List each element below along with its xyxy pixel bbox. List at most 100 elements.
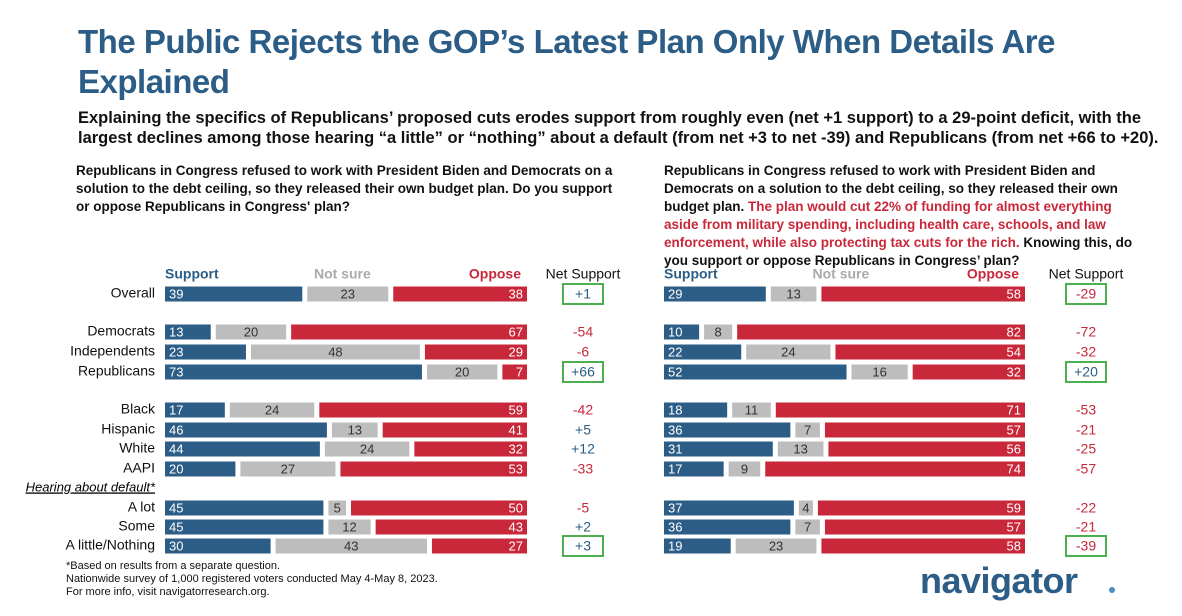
bar-segment [798, 500, 813, 516]
net-support: -39 [1076, 538, 1096, 554]
bar-segment [775, 402, 1025, 418]
category-label: Some [118, 518, 155, 534]
net-support: +1 [575, 286, 591, 302]
value-label: 52 [668, 364, 682, 379]
value-label: 54 [1007, 344, 1021, 359]
net-support: +20 [1074, 364, 1098, 380]
bar-segment [165, 538, 271, 554]
value-label: 24 [781, 344, 795, 359]
value-label: 48 [328, 344, 342, 359]
bar-segment [704, 324, 733, 340]
net-support: +3 [575, 538, 591, 554]
value-label: 58 [1007, 538, 1021, 553]
bar-segment [424, 344, 527, 360]
value-label: 46 [169, 422, 183, 437]
legend-label: Support [664, 266, 718, 282]
bar-segment [426, 364, 498, 380]
net-support: -42 [573, 402, 593, 418]
value-label: 16 [872, 364, 886, 379]
bar-segment [414, 441, 527, 457]
bar-segment [912, 364, 1025, 380]
net-support: -54 [573, 324, 593, 340]
value-label: 59 [509, 402, 523, 417]
bar-segment [746, 344, 831, 360]
value-label: 22 [668, 344, 682, 359]
bar-segment [240, 461, 336, 477]
bar-segment [664, 402, 728, 418]
net-support: -5 [577, 500, 590, 516]
value-label: 67 [509, 324, 523, 339]
question-text: Republicans in Congress refused to work … [76, 163, 613, 214]
value-label: 29 [668, 286, 682, 301]
category-label: Republicans [78, 363, 155, 379]
net-support: -32 [1076, 344, 1096, 360]
bar-segment [307, 286, 389, 302]
net-support: -25 [1076, 441, 1096, 457]
bar-segment [319, 402, 527, 418]
bar-segment [732, 402, 771, 418]
highlight-box [1065, 535, 1107, 557]
bar-segment [340, 461, 527, 477]
bar-segment [817, 500, 1025, 516]
value-label: 27 [509, 538, 523, 553]
bar-segment [835, 344, 1025, 360]
value-label: 20 [244, 324, 258, 339]
value-label: 17 [169, 402, 183, 417]
value-label: 58 [1007, 286, 1021, 301]
bar-segment [165, 461, 236, 477]
net-support: +2 [575, 519, 591, 535]
bar-segment [331, 422, 378, 438]
bar-segment [165, 422, 327, 438]
bar-segment [728, 461, 761, 477]
bar-segment [502, 364, 527, 380]
category-label: Overall [111, 285, 155, 301]
legend-label: Support [165, 266, 219, 282]
highlight-box [562, 535, 604, 557]
question-text: Republicans in Congress refused to work … [664, 163, 1118, 214]
net-support: -53 [1076, 402, 1096, 418]
value-label: 44 [169, 441, 183, 456]
value-label: 9 [741, 461, 748, 476]
value-label: 74 [1007, 461, 1021, 476]
bar-segment [291, 324, 527, 340]
value-label: 56 [1007, 441, 1021, 456]
bar-segment [165, 344, 246, 360]
value-label: 39 [169, 286, 183, 301]
bar-segment [777, 441, 824, 457]
value-label: 37 [668, 500, 682, 515]
value-label: 5 [334, 500, 341, 515]
bar-segment [821, 286, 1025, 302]
bar-segment [275, 538, 427, 554]
brand-dot [1109, 587, 1115, 593]
value-label: 24 [265, 402, 279, 417]
net-header: Net Support [1049, 266, 1124, 282]
value-label: 23 [341, 286, 355, 301]
net-support: -21 [1076, 519, 1096, 535]
net-support: +5 [575, 422, 591, 438]
value-label: 82 [1007, 324, 1021, 339]
bar-segment [664, 519, 791, 535]
net-support: -72 [1076, 324, 1096, 340]
bar-segment [250, 344, 420, 360]
value-label: 30 [169, 538, 183, 553]
value-label: 59 [1007, 500, 1021, 515]
bar-segment [393, 286, 527, 302]
footnote: Nationwide survey of 1,000 registered vo… [66, 573, 438, 585]
net-support: -22 [1076, 500, 1096, 516]
bar-segment [664, 344, 742, 360]
bar-segment [351, 500, 527, 516]
bar-segment [770, 286, 817, 302]
title: The Public Rejects the GOP’s Latest Plan… [78, 23, 1055, 100]
legend-label: Not sure [812, 266, 869, 282]
value-label: 45 [169, 519, 183, 534]
bar-segment [795, 422, 820, 438]
bar-segment [664, 500, 794, 516]
value-label: 45 [169, 500, 183, 515]
value-label: 32 [1007, 364, 1021, 379]
net-support: +66 [571, 364, 595, 380]
value-label: 17 [668, 461, 682, 476]
value-label: 10 [668, 324, 682, 339]
bar-segment [324, 441, 410, 457]
net-header: Net Support [546, 266, 621, 282]
bar-segment [824, 519, 1025, 535]
